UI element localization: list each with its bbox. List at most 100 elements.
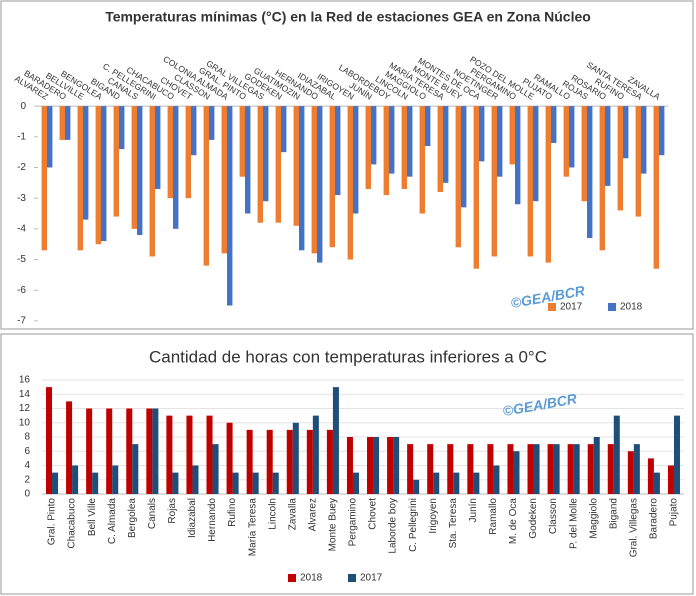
x-tick-label: Zavalla [287, 498, 298, 531]
y-tick-label: 6 [24, 446, 30, 457]
bar [389, 106, 395, 174]
y-tick-label: 8 [24, 432, 30, 443]
bar [593, 437, 600, 494]
bar [146, 408, 153, 494]
bar [587, 106, 593, 239]
bar [413, 479, 420, 494]
bar [152, 408, 159, 494]
bar [137, 106, 143, 235]
bar [312, 415, 319, 494]
bar [126, 408, 133, 494]
bar [673, 415, 680, 494]
legend-label: 2017 [560, 302, 583, 313]
bar [106, 408, 113, 494]
bar [613, 415, 620, 494]
bar [335, 106, 341, 196]
bar [212, 444, 219, 494]
bar [599, 106, 605, 251]
chart-title: Cantidad de horas con temperaturas infer… [149, 347, 547, 366]
x-tick-label: Ramallo [488, 498, 499, 535]
bar [479, 106, 485, 162]
bar [587, 444, 594, 494]
bar [186, 415, 193, 494]
bar [92, 472, 99, 494]
bar [487, 444, 494, 494]
y-tick-label: 10 [19, 417, 31, 428]
bar [77, 106, 83, 251]
bar [227, 106, 233, 306]
y-tick-label: 14 [19, 389, 31, 400]
bar [41, 106, 47, 251]
bar [373, 437, 380, 494]
bar [433, 472, 440, 494]
bar [647, 458, 654, 494]
bar [419, 106, 425, 214]
bar [367, 437, 374, 494]
bar [653, 106, 659, 269]
x-tick-label: C. Pellegrini [408, 498, 419, 552]
bar [52, 472, 59, 494]
bar [166, 415, 173, 494]
x-tick-label: Gral. Pinto [47, 498, 58, 546]
y-tick-label: 2 [24, 474, 30, 485]
bar [387, 437, 394, 494]
bar [401, 106, 407, 189]
bar [667, 465, 674, 494]
bar [281, 106, 287, 153]
x-tick-label: Bell Ville [87, 498, 98, 537]
y-tick-label: -6 [17, 285, 26, 296]
bar [437, 106, 443, 193]
bar [47, 106, 53, 168]
bar [509, 106, 515, 165]
bar [371, 106, 377, 165]
x-tick-label: Godeken [528, 498, 539, 539]
bar [365, 106, 371, 189]
bar [286, 429, 293, 494]
x-tick-label: Canals [147, 498, 158, 529]
x-tick-label: P. del Molle [568, 498, 579, 549]
bar [497, 106, 503, 177]
x-tick-label: Gral. Villegas [628, 498, 639, 557]
bar [447, 444, 454, 494]
bar [131, 106, 137, 229]
bar [155, 106, 161, 189]
bar [191, 106, 197, 156]
bar [527, 106, 533, 257]
bar [257, 106, 263, 223]
x-tick-label: Junín [468, 498, 479, 522]
x-tick-label: Bergolea [127, 498, 138, 538]
bar [332, 387, 339, 494]
bar [172, 472, 179, 494]
bar [65, 106, 71, 140]
x-tick-label: Baradero [649, 498, 660, 540]
x-tick-label: Lincoln [267, 498, 278, 530]
bar [192, 465, 199, 494]
x-tick-label: Idiazabal [187, 498, 198, 538]
bar [563, 106, 569, 177]
x-tick-label: Sta. Teresa [448, 498, 459, 549]
bar [407, 106, 413, 177]
y-tick-label: -1 [17, 131, 26, 142]
bar [443, 106, 449, 183]
bar [352, 472, 359, 494]
bar [553, 444, 560, 494]
x-tick-label: Laborde boy [388, 498, 399, 554]
bar [635, 106, 641, 217]
bar [515, 106, 521, 205]
chart-title: Temperaturas mínimas (°C) en la Red de e… [105, 9, 591, 25]
y-tick-label: -4 [17, 223, 26, 234]
bar [507, 444, 514, 494]
bar [266, 429, 273, 494]
bar [427, 444, 434, 494]
bar [203, 106, 209, 266]
x-tick-label: María Teresa [247, 498, 258, 557]
bar [653, 472, 660, 494]
bar [132, 444, 139, 494]
bar [627, 451, 634, 494]
bar [173, 106, 179, 229]
bar [263, 106, 269, 202]
bar [547, 444, 554, 494]
bar [306, 429, 313, 494]
bar [425, 106, 431, 147]
